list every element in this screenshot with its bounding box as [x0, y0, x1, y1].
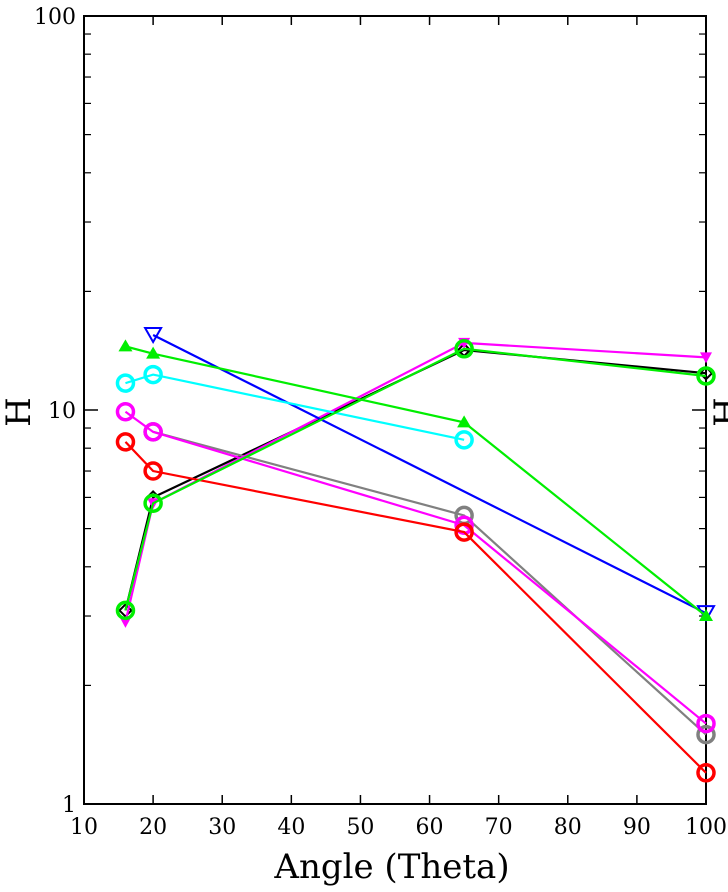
plot-frame: [83, 15, 707, 805]
x-tick-label: 50: [346, 815, 374, 840]
data-point: [696, 763, 716, 783]
y-axis-title: H: [0, 397, 39, 427]
x-tick-label: 60: [416, 815, 444, 840]
x-axis-ticks: 10 20 30 40 50 60 70 80 90 100: [70, 16, 727, 840]
data-point: [118, 339, 133, 352]
series-4: [115, 401, 716, 734]
data-point: [454, 522, 474, 542]
data-point: [143, 493, 163, 513]
x-tick-label: 10: [70, 815, 98, 840]
x-tick-label: 70: [485, 815, 513, 840]
data-point: [115, 373, 136, 393]
x-tick-label: 30: [208, 815, 236, 840]
x-tick-label: 80: [554, 815, 582, 840]
series-1: [118, 342, 714, 618]
data-point: [700, 352, 712, 364]
data-point: [454, 339, 474, 359]
series-line: [124, 341, 707, 623]
y-tick-label: 100: [34, 5, 76, 30]
y-tick-label: 10: [48, 399, 76, 424]
series-line: [124, 347, 707, 611]
y-axis-ticks: 1 10 100: [34, 5, 706, 818]
data-point: [115, 432, 136, 452]
series-line: [124, 410, 707, 725]
data-point: [143, 422, 163, 442]
x-axis-title: Angle (Theta): [273, 847, 509, 887]
axes-frame: [83, 15, 707, 805]
series-layer: [115, 327, 716, 783]
series-line: [124, 441, 707, 774]
series-line: [124, 348, 707, 611]
data-point: [699, 609, 713, 622]
series-line: [152, 430, 707, 736]
data-point: [146, 346, 161, 359]
data-point: [696, 366, 716, 386]
data-point: [143, 364, 163, 385]
data-point: [457, 415, 472, 428]
data-point: [454, 430, 474, 450]
x-tick-label: 100: [685, 815, 727, 840]
data-point: [143, 461, 163, 481]
series-9: [115, 339, 716, 621]
series-8: [115, 432, 716, 783]
data-point: [115, 600, 136, 621]
x-tick-label: 20: [139, 815, 167, 840]
series-line: [152, 334, 707, 615]
data-point: [698, 365, 714, 381]
x-tick-label: 90: [623, 815, 651, 840]
right-axis-title-fragment: H: [707, 397, 728, 427]
x-tick-label: 40: [277, 815, 305, 840]
series-7: [115, 364, 474, 450]
data-point: [115, 401, 136, 422]
series-6: [118, 339, 713, 622]
data-point: [696, 724, 716, 745]
data-point: [696, 713, 716, 734]
series-line: [125, 345, 707, 617]
y-tick-label: 1: [62, 793, 76, 818]
data-point: [143, 327, 163, 345]
